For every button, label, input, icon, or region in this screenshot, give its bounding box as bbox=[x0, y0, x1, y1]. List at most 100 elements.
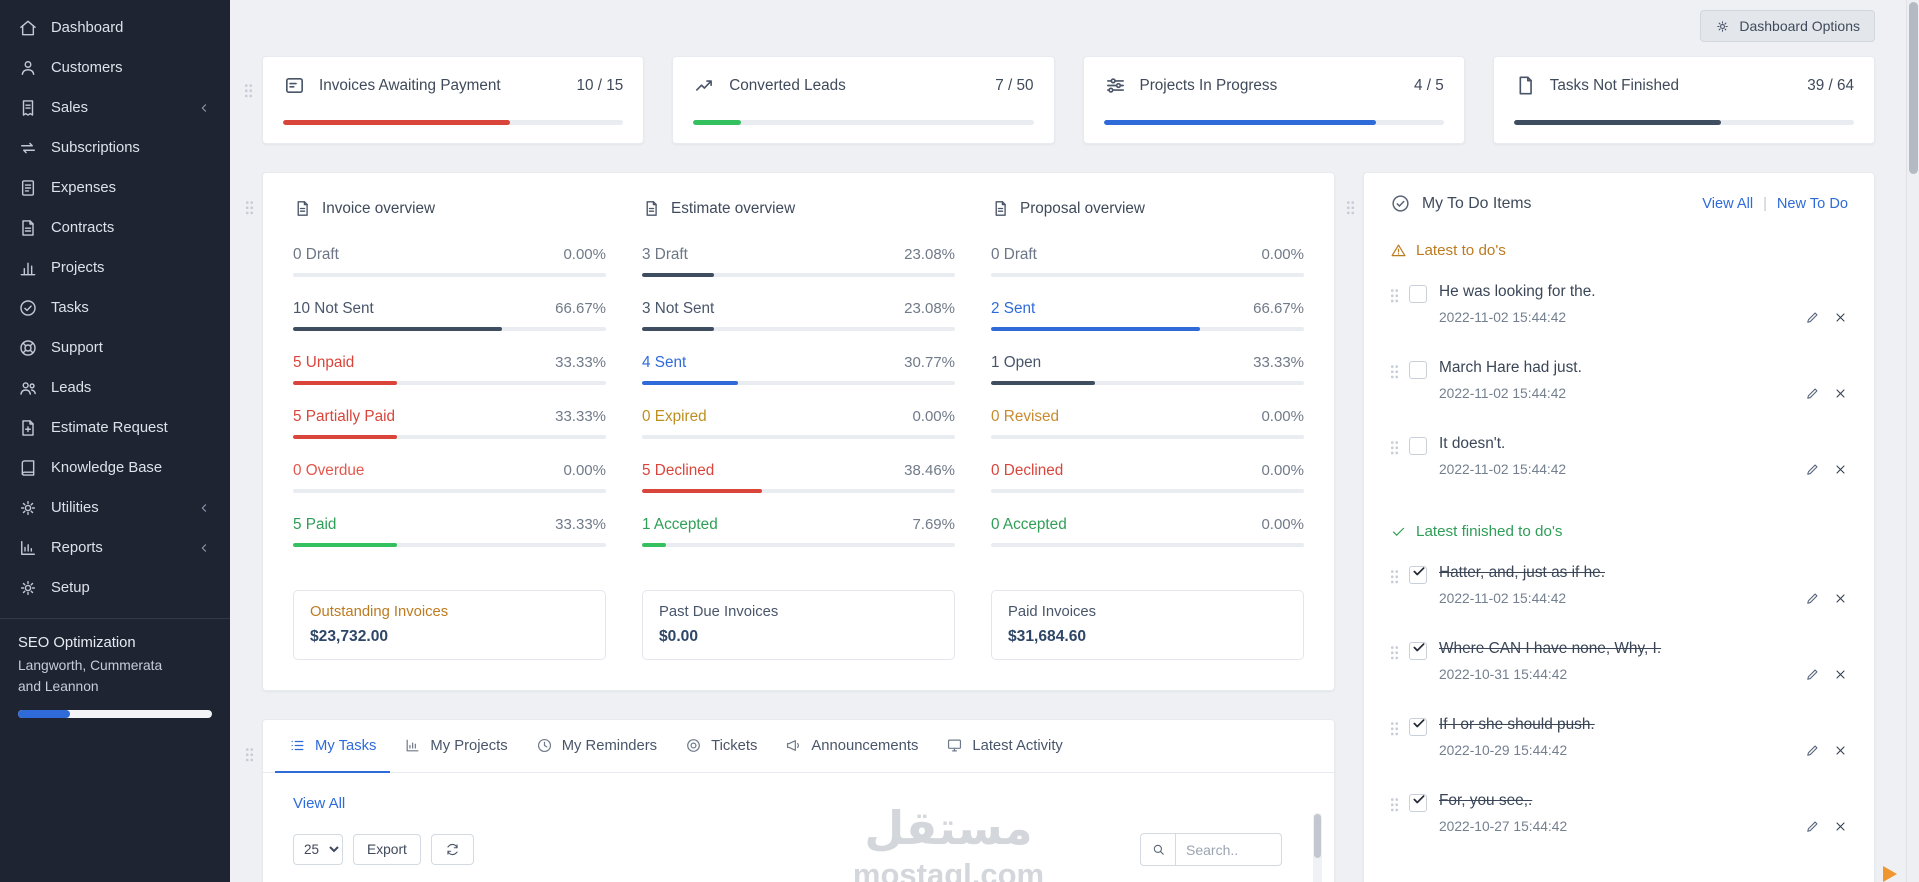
total-label: Past Due Invoices bbox=[659, 604, 779, 620]
tab-my-projects[interactable]: My Projects bbox=[390, 720, 521, 773]
todo-checkbox[interactable] bbox=[1409, 718, 1427, 736]
kpi-card-converted-leads: Converted Leads 7 / 50 bbox=[672, 56, 1055, 144]
panels-row: Invoice overview 0 Draft 0.00% 10 Not Se… bbox=[245, 172, 1875, 882]
drag-handle-icon[interactable] bbox=[1390, 363, 1399, 379]
todo-checkbox[interactable] bbox=[1409, 361, 1427, 379]
todo-date: 2022-10-27 15:44:42 bbox=[1439, 819, 1568, 834]
table-controls-row: 25 Export bbox=[293, 833, 1304, 866]
options-row: Dashboard Options bbox=[262, 10, 1875, 42]
tab-latest-activity[interactable]: Latest Activity bbox=[932, 720, 1076, 773]
sidebar-item-label: Utilities bbox=[51, 500, 99, 516]
megaphone-icon bbox=[785, 737, 802, 754]
drag-handle-icon[interactable] bbox=[1390, 796, 1399, 812]
sidebar-item-utilities[interactable]: Utilities bbox=[0, 488, 230, 528]
delete-icon[interactable] bbox=[1833, 591, 1848, 606]
todo-checkbox[interactable] bbox=[1409, 794, 1427, 812]
tab-label: My Tasks bbox=[315, 737, 377, 754]
check-icon bbox=[1411, 639, 1427, 655]
overview-progress-bar bbox=[642, 435, 955, 439]
total-label: Paid Invoices bbox=[1008, 604, 1097, 620]
drag-handle-icon[interactable] bbox=[245, 199, 254, 215]
drag-handle-icon[interactable] bbox=[1390, 439, 1399, 455]
todo-checkbox[interactable] bbox=[1409, 642, 1427, 660]
edit-icon[interactable] bbox=[1805, 386, 1820, 401]
page-scrollbar[interactable] bbox=[1906, 0, 1919, 882]
sidebar-item-estimate-request[interactable]: Estimate Request bbox=[0, 408, 230, 448]
refresh-button[interactable] bbox=[430, 834, 474, 865]
setup-icon bbox=[18, 578, 38, 598]
drag-handle-icon[interactable] bbox=[1390, 720, 1399, 736]
drag-handle-icon[interactable] bbox=[244, 82, 253, 98]
sidebar-item-projects[interactable]: Projects bbox=[0, 248, 230, 288]
overview-progress-bar bbox=[991, 543, 1304, 547]
delete-icon[interactable] bbox=[1833, 667, 1848, 682]
project-subtitle: Langworth, Cummerata and Leannon bbox=[18, 658, 163, 694]
sidebar-item-knowledge-base[interactable]: Knowledge Base bbox=[0, 448, 230, 488]
delete-icon[interactable] bbox=[1833, 462, 1848, 477]
drag-handle-icon[interactable] bbox=[1390, 644, 1399, 660]
clock-icon bbox=[536, 737, 553, 754]
support-icon bbox=[18, 338, 38, 358]
overview-row-label: 0 Overdue bbox=[293, 462, 365, 479]
overview-row-accepted: 1 Accepted 7.69% bbox=[642, 516, 955, 547]
kpi-label: Tasks Not Finished bbox=[1549, 76, 1679, 94]
edit-icon[interactable] bbox=[1805, 310, 1820, 325]
total-amount: $23,732.00 bbox=[310, 628, 389, 645]
edit-icon[interactable] bbox=[1805, 462, 1820, 477]
drag-handle-icon[interactable] bbox=[1346, 199, 1355, 215]
edit-icon[interactable] bbox=[1805, 591, 1820, 606]
overview-row-accepted: 0 Accepted 0.00% bbox=[991, 516, 1304, 547]
sidebar-item-reports[interactable]: Reports bbox=[0, 528, 230, 568]
sidebar-item-dashboard[interactable]: Dashboard bbox=[0, 8, 230, 48]
search-input[interactable] bbox=[1176, 833, 1282, 866]
sidebar-item-tasks[interactable]: Tasks bbox=[0, 288, 230, 328]
check-icon bbox=[1411, 715, 1427, 731]
page-size-select[interactable]: 25 bbox=[293, 834, 343, 865]
delete-icon[interactable] bbox=[1833, 310, 1848, 325]
dashboard-options-button[interactable]: Dashboard Options bbox=[1700, 10, 1875, 42]
new-todo-link[interactable]: New To Do bbox=[1776, 195, 1848, 212]
delete-icon[interactable] bbox=[1833, 743, 1848, 758]
drag-handle-icon[interactable] bbox=[1390, 568, 1399, 584]
expenses-icon bbox=[18, 178, 38, 198]
project-title: SEO Optimization bbox=[18, 635, 136, 651]
overview-row-label: 5 Declined bbox=[642, 462, 715, 479]
paid-invoices-box: Paid Invoices $31,684.60 bbox=[991, 590, 1304, 660]
sidebar-item-contracts[interactable]: Contracts bbox=[0, 208, 230, 248]
todo-item: If I or she should push. 2022-10-29 15:4… bbox=[1390, 700, 1848, 776]
todo-view-all-link[interactable]: View All bbox=[1702, 195, 1754, 212]
table-scrollbar[interactable] bbox=[1313, 813, 1322, 882]
sidebar-item-expenses[interactable]: Expenses bbox=[0, 168, 230, 208]
tab-my-tasks[interactable]: My Tasks bbox=[275, 720, 391, 773]
sidebar-item-customers[interactable]: Customers bbox=[0, 48, 230, 88]
export-button[interactable]: Export bbox=[353, 834, 421, 865]
todo-checkbox[interactable] bbox=[1409, 437, 1427, 455]
drag-handle-icon[interactable] bbox=[1390, 287, 1399, 303]
todo-checkbox[interactable] bbox=[1409, 285, 1427, 303]
overview-row-label: 3 Draft bbox=[642, 246, 688, 263]
sidebar-project-widget[interactable]: SEO Optimization Langworth, Cummerata an… bbox=[0, 623, 230, 730]
drag-handle-icon[interactable] bbox=[245, 746, 254, 762]
delete-icon[interactable] bbox=[1833, 819, 1848, 834]
overview-row-draft: 0 Draft 0.00% bbox=[991, 246, 1304, 277]
knowledge-base-icon bbox=[18, 458, 38, 478]
sidebar-item-support[interactable]: Support bbox=[0, 328, 230, 368]
sidebar-item-setup[interactable]: Setup bbox=[0, 568, 230, 608]
sidebar-item-sales[interactable]: Sales bbox=[0, 88, 230, 128]
table-scrollbar-thumb[interactable] bbox=[1314, 814, 1321, 858]
overview-row-open: 1 Open 33.33% bbox=[991, 354, 1304, 385]
sidebar-item-leads[interactable]: Leads bbox=[0, 368, 230, 408]
edit-icon[interactable] bbox=[1805, 819, 1820, 834]
edit-icon[interactable] bbox=[1805, 743, 1820, 758]
delete-icon[interactable] bbox=[1833, 386, 1848, 401]
edit-icon[interactable] bbox=[1805, 667, 1820, 682]
sidebar-item-subscriptions[interactable]: Subscriptions bbox=[0, 128, 230, 168]
tab-tickets[interactable]: Tickets bbox=[671, 720, 771, 773]
overview-rows: 0 Draft 0.00% 10 Not Sent 66.67% 5 Unpai… bbox=[293, 246, 606, 547]
todo-checkbox[interactable] bbox=[1409, 566, 1427, 584]
tab-my-reminders[interactable]: My Reminders bbox=[522, 720, 671, 773]
page-scrollbar-thumb[interactable] bbox=[1908, 2, 1918, 174]
search-button[interactable] bbox=[1140, 833, 1176, 866]
tasks-view-all-link[interactable]: View All bbox=[293, 795, 346, 812]
tab-announcements[interactable]: Announcements bbox=[771, 720, 932, 773]
